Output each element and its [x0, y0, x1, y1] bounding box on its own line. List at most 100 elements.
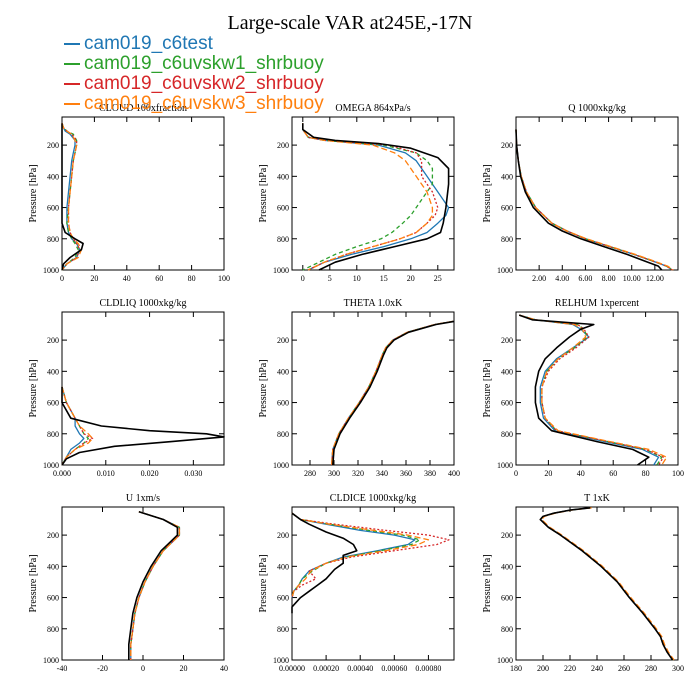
- experiment-profile-line: [130, 511, 181, 660]
- control-profile-line: [518, 314, 650, 466]
- y-tick-label: 600: [501, 204, 513, 213]
- y-tick-label: 600: [47, 204, 59, 213]
- y-tick-label: 800: [277, 625, 289, 634]
- legend-swatch: [64, 62, 80, 65]
- y-tick-label: 600: [47, 594, 59, 603]
- panel-frame: [291, 116, 455, 271]
- panel-title: THETA 1.0xK: [344, 298, 403, 309]
- x-tick-label: 60: [155, 274, 163, 283]
- panel-frame: [291, 311, 455, 466]
- y-tick-label: 200: [501, 336, 513, 345]
- x-tick-label: 40: [220, 664, 228, 673]
- y-tick-label: 1000: [497, 656, 513, 665]
- x-tick-label: 20: [544, 469, 552, 478]
- y-tick-label: 200: [277, 141, 289, 150]
- y-tick-label: 800: [501, 235, 513, 244]
- x-tick-label: 0.00020: [313, 664, 339, 673]
- experiment-profile-line: [291, 512, 430, 598]
- y-tick-label: 400: [501, 562, 513, 571]
- y-tick-label: 600: [501, 399, 513, 408]
- experiment-profile-line: [61, 386, 94, 466]
- panel-title: CLDICE 1000xkg/kg: [330, 493, 416, 504]
- y-tick-label: 800: [277, 235, 289, 244]
- x-tick-label: 20: [90, 274, 98, 283]
- panel-title: CLDLIQ 1000xkg/kg: [100, 298, 187, 309]
- experiment-profile-line: [130, 511, 181, 660]
- x-tick-label: 0.00080: [415, 664, 441, 673]
- y-tick-label: 600: [277, 399, 289, 408]
- legend-entry: cam019_c6uvskw2_shrbuoy: [64, 74, 324, 94]
- y-axis-label: Pressure [hPa]: [28, 554, 39, 612]
- x-tick-label: 25: [434, 274, 442, 283]
- y-tick-label: 200: [501, 531, 513, 540]
- control-profile-line: [539, 507, 674, 661]
- x-tick-label: 5: [328, 274, 332, 283]
- x-tick-label: 20: [407, 274, 415, 283]
- experiment-profile-line: [291, 512, 450, 598]
- control-profile-line: [61, 386, 225, 466]
- x-tick-label: 200: [537, 664, 549, 673]
- y-tick-label: 600: [47, 399, 59, 408]
- experiment-profile-line: [61, 122, 79, 271]
- x-tick-label: 10.00: [623, 274, 641, 283]
- y-tick-label: 1000: [43, 461, 59, 470]
- legend-entry: cam019_c6test: [64, 34, 324, 54]
- experiment-profile-line: [302, 123, 450, 271]
- x-tick-label: 0: [301, 274, 305, 283]
- y-tick-label: 400: [47, 172, 59, 181]
- x-tick-label: 280: [645, 664, 657, 673]
- x-tick-label: 0: [60, 274, 64, 283]
- control-profile-line: [301, 123, 450, 271]
- x-tick-label: 300: [328, 469, 340, 478]
- x-tick-label: 180: [510, 664, 522, 673]
- panel-title: CLOUD 100xfraction: [99, 103, 187, 114]
- x-tick-label: 40: [577, 469, 585, 478]
- experiment-profile-line: [519, 314, 663, 466]
- x-tick-label: 0: [514, 469, 518, 478]
- control-profile-line: [332, 320, 455, 466]
- x-tick-label: 260: [618, 664, 630, 673]
- y-tick-label: 400: [501, 172, 513, 181]
- y-tick-label: 400: [501, 367, 513, 376]
- y-tick-label: 600: [277, 594, 289, 603]
- experiment-profile-line: [130, 511, 181, 660]
- legend-label: cam019_c6uvskw3_shrbuoy: [84, 93, 324, 114]
- experiment-profile-line: [540, 507, 675, 661]
- y-tick-label: 1000: [497, 266, 513, 275]
- experiment-profile-line: [515, 129, 673, 271]
- y-axis-label: Pressure [hPa]: [482, 359, 493, 417]
- y-axis-label: Pressure [hPa]: [482, 554, 493, 612]
- x-tick-label: 280: [304, 469, 316, 478]
- x-tick-label: 40: [123, 274, 131, 283]
- x-tick-label: 80: [188, 274, 196, 283]
- experiment-profile-line: [539, 507, 674, 661]
- experiment-profile-line: [539, 507, 674, 661]
- x-tick-label: 320: [352, 469, 364, 478]
- legend-label: cam019_c6uvskw1_shrbuoy: [84, 53, 324, 74]
- experiment-profile-line: [515, 129, 673, 271]
- panel-frame: [515, 506, 679, 661]
- y-axis-label: Pressure [hPa]: [28, 359, 39, 417]
- y-tick-label: 800: [47, 430, 59, 439]
- legend-entry: cam019_c6uvskw1_shrbuoy: [64, 54, 324, 74]
- y-tick-label: 600: [501, 594, 513, 603]
- x-tick-label: -20: [97, 664, 108, 673]
- experiment-profile-line: [302, 123, 439, 271]
- panel-frame: [515, 116, 679, 271]
- y-tick-label: 600: [277, 204, 289, 213]
- x-tick-label: 12.00: [646, 274, 664, 283]
- x-tick-label: 60: [609, 469, 617, 478]
- experiment-profile-line: [61, 122, 81, 271]
- experiment-profile-line: [291, 512, 421, 598]
- y-tick-label: 800: [47, 235, 59, 244]
- x-tick-label: 400: [448, 469, 460, 478]
- legend-swatch: [64, 42, 80, 45]
- y-tick-label: 1000: [273, 656, 289, 665]
- x-tick-label: 380: [424, 469, 436, 478]
- x-tick-label: 220: [564, 664, 576, 673]
- y-axis-label: Pressure [hPa]: [258, 554, 269, 612]
- y-tick-label: 200: [47, 531, 59, 540]
- y-tick-label: 1000: [273, 266, 289, 275]
- legend-label: cam019_c6uvskw2_shrbuoy: [84, 73, 324, 94]
- experiment-profile-line: [519, 314, 660, 466]
